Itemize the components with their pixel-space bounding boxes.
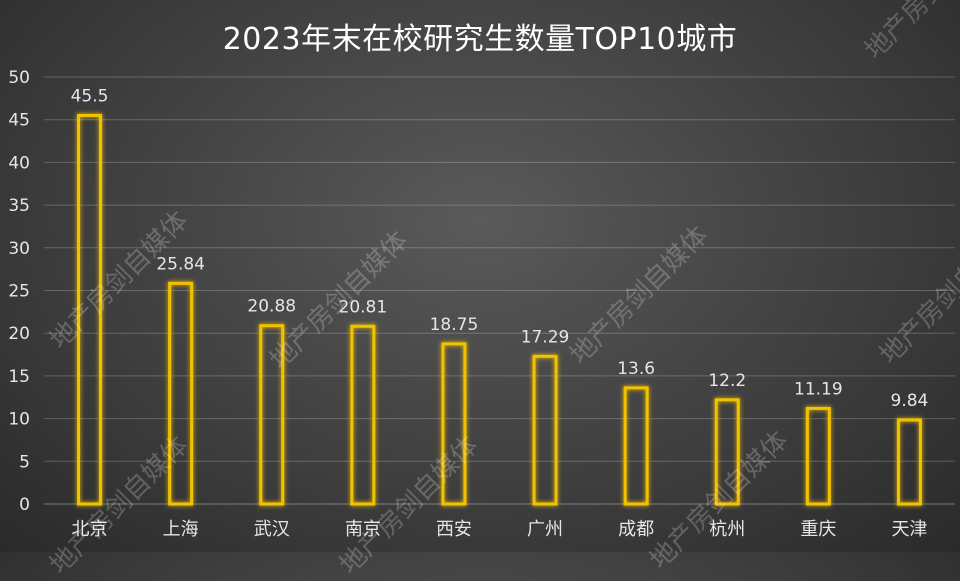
data-label: 20.81 <box>339 297 388 317</box>
data-label: 12.2 <box>708 371 746 391</box>
y-tick-label: 20 <box>8 324 30 344</box>
bar <box>532 354 558 506</box>
bar <box>77 113 103 506</box>
bar <box>714 398 740 506</box>
x-tick-label: 北京 <box>72 519 108 540</box>
data-label: 17.29 <box>521 327 570 347</box>
bar <box>441 342 467 506</box>
x-tick-label: 上海 <box>163 519 199 540</box>
data-label: 13.6 <box>617 359 655 379</box>
x-tick-label: 西安 <box>436 519 472 540</box>
y-tick-label: 0 <box>19 495 30 515</box>
y-tick-label: 40 <box>8 153 30 173</box>
bar <box>805 406 831 506</box>
data-label: 9.84 <box>891 391 929 411</box>
data-label: 25.84 <box>156 254 205 274</box>
y-tick-label: 35 <box>8 196 30 216</box>
bar <box>896 418 922 506</box>
chart-title: 2023年末在校研究生数量TOP10城市 <box>222 22 738 57</box>
bar <box>168 281 194 506</box>
data-label: 20.88 <box>247 297 296 317</box>
x-tick-label: 重庆 <box>800 519 836 540</box>
y-tick-label: 10 <box>8 410 30 430</box>
y-tick-label: 30 <box>8 239 30 259</box>
bar <box>623 386 649 506</box>
x-tick-label: 南京 <box>345 519 381 540</box>
y-tick-label: 15 <box>8 367 30 387</box>
chart: 2023年末在校研究生数量TOP10城市 0 5 10 15 20 25 30 35 40 45 5… <box>8 22 929 540</box>
chart-plot: 0 5 10 15 20 25 30 35 40 45 50 45.5 北京 25.84 上海 20.88 武汉… <box>8 68 929 540</box>
x-tick-label: 杭州 <box>709 519 745 540</box>
x-tick-label: 天津 <box>891 519 927 540</box>
data-label: 18.75 <box>430 315 479 335</box>
data-label: 45.5 <box>71 86 109 106</box>
y-tick-label: 5 <box>19 452 30 472</box>
y-tick-label: 50 <box>8 68 30 88</box>
bar <box>350 324 376 506</box>
x-tick-label: 武汉 <box>254 519 290 540</box>
bar <box>259 324 285 506</box>
x-tick-label: 成都 <box>618 519 654 540</box>
y-tick-label: 45 <box>8 111 30 131</box>
x-tick-label: 广州 <box>527 519 563 540</box>
y-tick-label: 25 <box>8 282 30 302</box>
data-label: 11.19 <box>794 379 843 399</box>
